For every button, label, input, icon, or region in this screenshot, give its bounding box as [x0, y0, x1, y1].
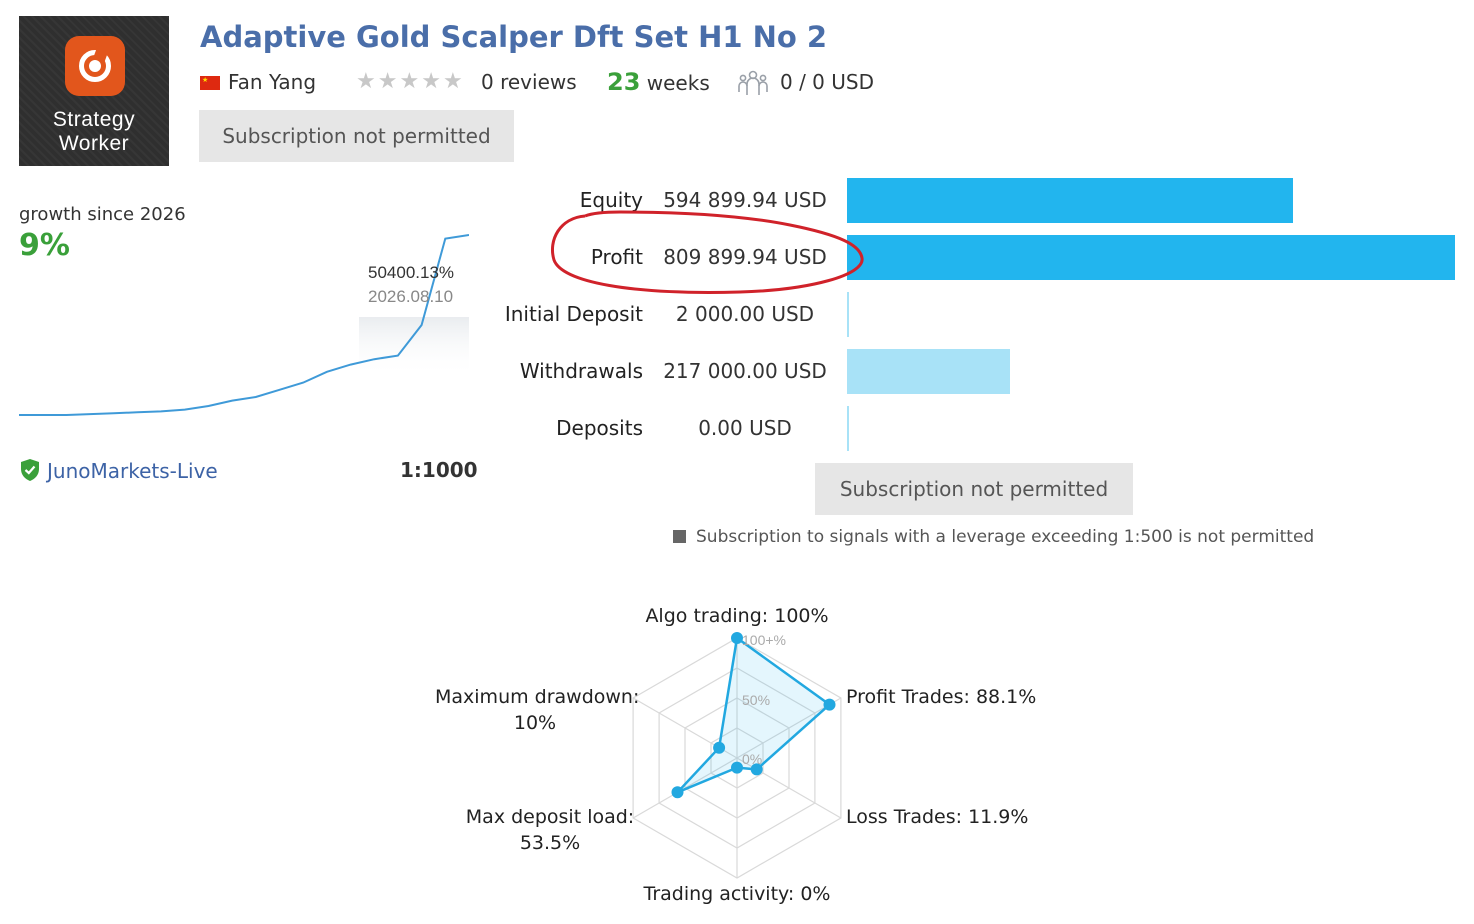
stat-bar-deposits: [847, 406, 849, 451]
leverage-note-text: Subscription to signals with a leverage …: [696, 527, 1315, 547]
tooltip-shade: [359, 317, 469, 377]
stat-value-profit: 809 899.94 USD: [663, 245, 827, 269]
radar-point-trading-activity: [731, 761, 743, 774]
subscribe-button[interactable]: Subscription not permitted: [199, 110, 514, 162]
weeks: 23 weeks: [607, 68, 710, 96]
stat-label-profit: Profit: [590, 245, 643, 269]
radar-label-profit-trades: Profit Trades: 88.1%: [846, 686, 1037, 708]
star-icon: ★: [377, 69, 398, 94]
growth-value: 9%: [19, 228, 70, 263]
stat-value-equity: 594 899.94 USD: [663, 188, 827, 212]
author[interactable]: ★ Fan Yang: [200, 70, 316, 94]
stat-value-deposits: 0.00 USD: [698, 416, 792, 440]
radar-label-max-deposit-load: Max deposit load:: [465, 806, 635, 828]
radar-grid-spoke: [736, 697, 842, 759]
author-name: Fan Yang: [228, 70, 317, 94]
star-icon: ★: [356, 69, 376, 94]
subscribers-value: 0 / 0 USD: [780, 70, 874, 94]
radar-label-max-drawdown: Maximum drawdown:: [435, 686, 640, 708]
provider-logo[interactable]: Strategy Worker: [19, 16, 169, 166]
stat-label-equity: Equity: [579, 188, 643, 212]
star-icon: ★: [442, 69, 463, 94]
radar-tick-100: 100+%: [742, 632, 786, 648]
weeks-label: weeks: [646, 71, 710, 95]
radar-label-trading-activity: Trading activity: 0%: [643, 883, 831, 905]
reviews-link[interactable]: 0 reviews: [481, 70, 577, 94]
tooltip-value: 50400.13%: [368, 263, 454, 282]
china-flag-icon: ★: [200, 76, 220, 90]
verified-shield-icon: [21, 459, 39, 481]
stat-value-initial-deposit: 2 000.00 USD: [675, 302, 815, 326]
radar-point-max-deposit-load: [671, 786, 684, 799]
star-icon: ★: [421, 69, 441, 94]
stat-bar-equity: [847, 178, 1293, 223]
radar-points: [671, 632, 836, 799]
rating[interactable]: ★★★★★: [356, 69, 465, 94]
radar-chart: 100+% 50% 0%: [632, 632, 842, 879]
logo-mark-icon: [65, 36, 125, 96]
stat-bar-profit: [847, 235, 1455, 280]
growth-chart[interactable]: 50400.13% 2026.08.10: [19, 225, 469, 440]
weeks-number: 23: [607, 68, 641, 96]
stat-value-withdrawals: 217 000.00 USD: [663, 359, 827, 383]
leverage-note: Subscription to signals with a leverage …: [673, 527, 1314, 547]
tooltip-date: 2026.08.10: [368, 287, 453, 306]
radar-value-max-deposit-load: 53.5%: [519, 832, 581, 854]
radar-point-profit-trades: [823, 698, 836, 711]
stat-bar-initial-deposit: [847, 292, 849, 337]
stat-bar-withdrawals: [847, 349, 1010, 394]
radar-point-max-drawdown: [713, 741, 726, 754]
broker-link[interactable]: JunoMarkets-Live: [19, 458, 218, 483]
radar-point-loss-trades: [750, 763, 763, 776]
radar-label-algo: Algo trading: 100%: [645, 605, 829, 627]
radar-grid: [632, 637, 842, 879]
leverage-value: 1:1000: [400, 458, 478, 482]
logo-text-line1: Strategy: [52, 108, 136, 131]
radar-tick-0: 0%: [742, 751, 762, 767]
growth-line: [19, 234, 469, 416]
stat-label-deposits: Deposits: [556, 416, 643, 440]
radar-point-algo: [731, 632, 743, 644]
info-square-icon: [673, 530, 686, 543]
signal-title[interactable]: Adaptive Gold Scalper Dft Set H1 No 2: [200, 20, 828, 54]
subscribers-icon: [737, 66, 769, 103]
annotation-circle: [551, 210, 864, 294]
growth-label: growth since 2026: [19, 204, 186, 225]
logo-text-line2: Worker: [58, 132, 130, 155]
radar-value-max-drawdown: 10%: [513, 712, 557, 734]
star-icon: ★: [399, 69, 420, 94]
stat-label-initial-deposit: Initial Deposit: [504, 302, 643, 326]
radar-label-loss-trades: Loss Trades: 11.9%: [846, 806, 1029, 828]
radar-tick-50: 50%: [742, 692, 770, 708]
stat-label-withdrawals: Withdrawals: [519, 359, 643, 383]
subscribe-button-secondary[interactable]: Subscription not permitted: [815, 463, 1133, 515]
broker-name: JunoMarkets-Live: [47, 459, 218, 483]
